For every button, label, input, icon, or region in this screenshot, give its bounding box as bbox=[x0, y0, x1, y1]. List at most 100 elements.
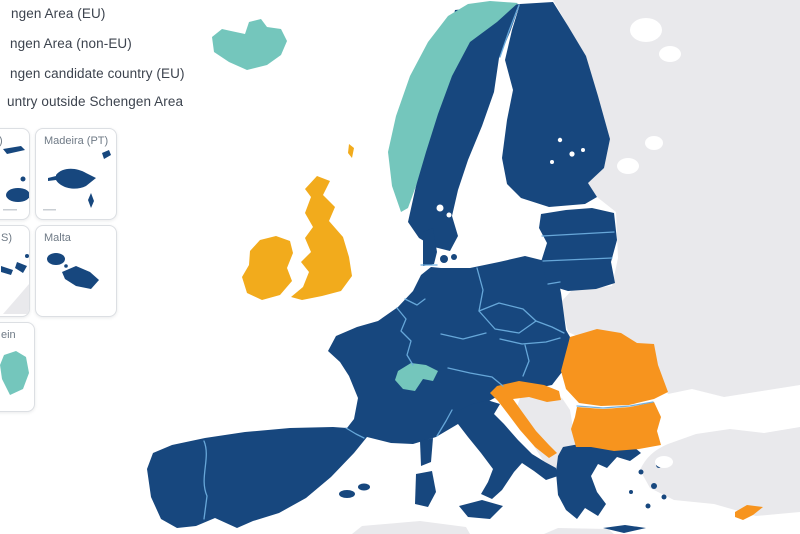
canarias-africa-coast bbox=[3, 284, 29, 314]
border-portugal-spain bbox=[203, 440, 208, 520]
border-latvia-lithuania bbox=[542, 257, 613, 262]
canarias-island-3 bbox=[25, 254, 29, 258]
border-france-germany bbox=[396, 307, 414, 366]
inset-liechtenstein-map bbox=[0, 351, 29, 395]
region-continental-schengen bbox=[147, 256, 570, 528]
border-slovakia-hungary bbox=[499, 337, 561, 345]
malta-gozo bbox=[47, 253, 65, 265]
finnish-lake-3 bbox=[550, 160, 554, 164]
inset-madeira: Madeira (PT) bbox=[35, 128, 117, 220]
madeira-scale-bar bbox=[43, 209, 56, 211]
finnish-lake-4 bbox=[581, 148, 585, 152]
lake-vanern bbox=[436, 204, 444, 212]
azores-island-2 bbox=[20, 176, 26, 182]
inset-azores-map bbox=[3, 146, 29, 211]
border-lithuania-poland bbox=[547, 281, 561, 285]
non-schengen-land-group bbox=[352, 0, 800, 534]
azores-island-group-1 bbox=[3, 146, 25, 154]
region-denmark-island-1 bbox=[440, 255, 448, 263]
inset-canarias-label: S) bbox=[1, 232, 12, 244]
madeira-west-tip bbox=[48, 176, 56, 181]
inset-liechtenstein: ein bbox=[0, 322, 35, 412]
inset-canarias: S) bbox=[0, 225, 30, 317]
region-ireland bbox=[242, 236, 293, 300]
outside-schengen-group bbox=[242, 144, 354, 300]
region-norway bbox=[388, 1, 518, 212]
azores-island-3 bbox=[6, 188, 29, 202]
legend-item-schengen-eu: ngen Area (EU) bbox=[11, 6, 106, 21]
canarias-island-2 bbox=[15, 262, 27, 273]
region-bulgaria bbox=[571, 402, 661, 451]
white-sea bbox=[630, 18, 662, 42]
border-austria-italy-slovenia bbox=[447, 367, 504, 387]
region-balearics-2 bbox=[358, 483, 370, 491]
region-aegean-island-1 bbox=[638, 469, 644, 475]
madeira-desertas bbox=[88, 193, 94, 208]
region-faroe-islands bbox=[348, 144, 354, 158]
region-cyprus bbox=[735, 505, 763, 520]
legend-item-schengen-non-eu: ngen Area (non-EU) bbox=[10, 36, 132, 51]
region-aegean-island-4 bbox=[661, 494, 667, 500]
liechtenstein-shape bbox=[0, 351, 29, 395]
region-denmark bbox=[423, 228, 437, 266]
inset-canarias-map bbox=[1, 254, 29, 314]
region-iceland bbox=[212, 19, 287, 70]
inset-madeira-label: Madeira (PT) bbox=[44, 135, 109, 147]
region-russia-east bbox=[553, 0, 800, 397]
candidate-group bbox=[490, 329, 763, 520]
border-estonia-latvia bbox=[541, 231, 615, 237]
region-greece bbox=[556, 443, 641, 519]
region-turkey bbox=[640, 427, 800, 516]
inset-malta-map bbox=[47, 253, 99, 289]
region-italy bbox=[452, 400, 558, 499]
region-north-africa-west bbox=[352, 521, 470, 534]
region-finland bbox=[502, 2, 610, 207]
region-balearics-1 bbox=[339, 490, 355, 498]
region-sardinia bbox=[415, 471, 436, 507]
inset-liechtenstein-label: ein bbox=[1, 329, 16, 341]
region-sweden bbox=[408, 4, 520, 251]
region-aegean-island-2 bbox=[651, 483, 657, 489]
border-germany-austria bbox=[440, 332, 487, 340]
schengen-non-eu-group bbox=[212, 1, 518, 391]
canarias-island-1 bbox=[1, 266, 13, 275]
white-sea-inlet bbox=[659, 46, 681, 62]
inset-malta: Malta bbox=[35, 225, 117, 317]
region-north-africa-east bbox=[544, 528, 614, 534]
region-denmark-island-2 bbox=[451, 254, 457, 260]
legend-item-candidate-country: ngen candidate country (EU) bbox=[10, 66, 185, 81]
region-aegean-island-3 bbox=[645, 503, 651, 509]
border-germany-poland bbox=[476, 267, 484, 312]
lake-onega bbox=[645, 136, 663, 150]
inset-azores-label: ) bbox=[0, 135, 3, 147]
border-france-spain bbox=[345, 427, 365, 439]
madeira-main-island bbox=[56, 168, 96, 189]
azores-scale-bar bbox=[3, 209, 17, 211]
legend-item-outside-schengen: untry outside Schengen Area bbox=[7, 94, 184, 109]
malta-main-island bbox=[62, 266, 99, 289]
malta-comino bbox=[64, 264, 68, 268]
border-austria-hungary bbox=[522, 344, 530, 377]
border-poland-slovakia bbox=[535, 320, 565, 334]
inset-malta-label: Malta bbox=[44, 232, 71, 244]
region-aegean-island-5 bbox=[629, 490, 633, 494]
lake-vattern bbox=[446, 212, 452, 218]
finnish-lake-2 bbox=[569, 151, 575, 157]
region-romania bbox=[561, 329, 668, 406]
border-romania-bulgaria bbox=[576, 401, 654, 409]
region-baltics bbox=[539, 208, 617, 291]
finnish-lake-1 bbox=[557, 137, 563, 143]
region-united-kingdom bbox=[291, 176, 352, 300]
lake-ladoga bbox=[617, 158, 639, 174]
border-sweden-finland bbox=[499, 4, 520, 58]
inset-azores: ) bbox=[0, 128, 30, 220]
border-france-italy bbox=[436, 409, 453, 437]
inset-madeira-map bbox=[43, 150, 111, 211]
lakes-group bbox=[436, 18, 681, 468]
schengen-eu-group bbox=[147, 2, 667, 533]
region-croatia bbox=[490, 381, 561, 458]
region-switzerland bbox=[395, 363, 438, 391]
madeira-porto-santo bbox=[102, 150, 111, 159]
